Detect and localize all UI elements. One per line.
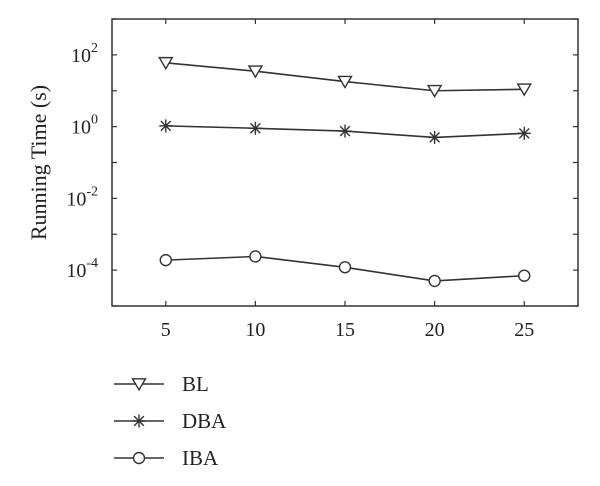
series-iba-point bbox=[338, 261, 352, 274]
series-iba-point bbox=[518, 269, 531, 282]
series-bl-point bbox=[516, 83, 532, 97]
series-iba-point bbox=[428, 274, 441, 288]
series-dba bbox=[159, 119, 531, 144]
series-iba bbox=[159, 250, 531, 288]
legend-item-iba: IBA bbox=[114, 446, 219, 470]
legend-label: DBA bbox=[182, 409, 227, 433]
x-axis: 5 10 15 20 25 bbox=[161, 19, 534, 341]
series-bl-point bbox=[158, 56, 174, 71]
series-dba-point bbox=[428, 130, 442, 144]
series-bl-point bbox=[337, 75, 353, 89]
y-tick-label: 10-2 bbox=[66, 184, 98, 210]
y-axis-label: Running Time (s) bbox=[26, 85, 51, 240]
y-axis: 102 100 10-2 10-4 bbox=[66, 18, 578, 307]
series-iba-point bbox=[249, 250, 262, 263]
series-dba-point bbox=[248, 121, 262, 135]
legend: BL DBA IBA bbox=[114, 372, 227, 470]
x-tick-label: 5 bbox=[161, 319, 171, 341]
series-iba-point bbox=[159, 253, 172, 267]
x-tick-label: 10 bbox=[245, 319, 265, 341]
legend-marker bbox=[132, 451, 146, 465]
legend-item-bl: BL bbox=[114, 372, 209, 396]
y-tick-label: 102 bbox=[71, 41, 98, 67]
series-dba-point bbox=[517, 126, 531, 140]
legend-label: BL bbox=[182, 372, 209, 396]
legend-marker bbox=[131, 378, 147, 392]
x-tick-label: 25 bbox=[514, 319, 534, 341]
x-tick-label: 15 bbox=[335, 319, 355, 341]
series-dba-point bbox=[159, 119, 173, 133]
y-tick-label: 100 bbox=[71, 113, 98, 139]
series-bl bbox=[158, 56, 532, 98]
x-tick-label: 20 bbox=[425, 319, 445, 341]
series-bl-point bbox=[247, 65, 264, 79]
y-tick-label: 10-4 bbox=[66, 256, 98, 282]
series-dba-point bbox=[338, 124, 352, 138]
legend-label: IBA bbox=[182, 446, 219, 470]
series-layer bbox=[158, 56, 532, 288]
legend-item-dba: DBA bbox=[114, 409, 227, 433]
series-bl-point bbox=[426, 84, 443, 98]
legend-marker bbox=[132, 414, 146, 428]
